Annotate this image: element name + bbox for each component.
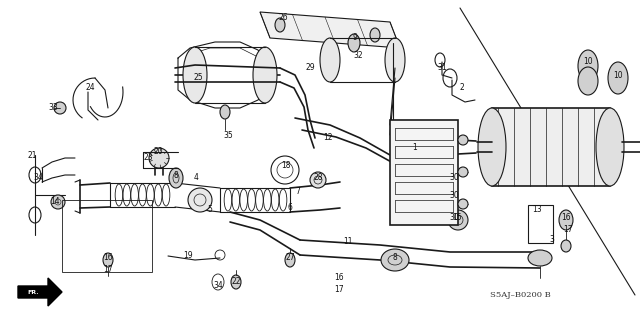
Ellipse shape xyxy=(51,195,65,209)
Text: 17: 17 xyxy=(103,265,113,275)
Text: 22: 22 xyxy=(231,278,241,286)
Ellipse shape xyxy=(458,135,468,145)
Bar xyxy=(62,200,152,272)
Text: 8: 8 xyxy=(173,170,179,180)
Ellipse shape xyxy=(275,18,285,32)
Ellipse shape xyxy=(448,210,468,230)
Text: 10: 10 xyxy=(583,57,593,66)
Text: 16: 16 xyxy=(334,273,344,283)
Ellipse shape xyxy=(54,102,66,114)
Ellipse shape xyxy=(285,253,295,267)
Ellipse shape xyxy=(578,67,598,95)
Text: 25: 25 xyxy=(193,73,203,83)
Text: 12: 12 xyxy=(323,133,333,143)
Text: 21: 21 xyxy=(28,151,36,160)
Text: 33: 33 xyxy=(48,103,58,113)
Bar xyxy=(528,205,553,243)
Ellipse shape xyxy=(320,38,340,82)
Ellipse shape xyxy=(596,108,624,186)
Text: 34: 34 xyxy=(33,174,43,182)
Text: 17: 17 xyxy=(334,286,344,294)
Text: 24: 24 xyxy=(85,84,95,93)
Ellipse shape xyxy=(103,253,113,267)
Ellipse shape xyxy=(608,62,628,94)
Ellipse shape xyxy=(348,34,360,52)
Text: 10: 10 xyxy=(613,70,623,79)
Text: 4: 4 xyxy=(193,174,198,182)
Ellipse shape xyxy=(310,172,326,188)
Text: 30: 30 xyxy=(449,174,459,182)
Ellipse shape xyxy=(231,275,241,289)
Text: 20: 20 xyxy=(153,147,163,157)
Text: 2: 2 xyxy=(460,84,465,93)
Text: 28: 28 xyxy=(313,174,323,182)
Text: 5: 5 xyxy=(207,205,212,214)
Bar xyxy=(492,108,610,186)
Ellipse shape xyxy=(370,28,380,42)
Text: 8: 8 xyxy=(392,254,397,263)
Text: 17: 17 xyxy=(563,226,573,234)
Text: 27: 27 xyxy=(285,254,295,263)
Ellipse shape xyxy=(149,148,169,168)
Text: 30: 30 xyxy=(449,213,459,222)
Text: 14: 14 xyxy=(50,197,60,206)
Ellipse shape xyxy=(381,249,409,271)
Ellipse shape xyxy=(458,167,468,177)
Ellipse shape xyxy=(559,210,573,230)
Ellipse shape xyxy=(183,47,207,103)
Text: FR.: FR. xyxy=(27,290,39,294)
Text: 13: 13 xyxy=(532,205,542,214)
Ellipse shape xyxy=(561,240,571,252)
Ellipse shape xyxy=(220,105,230,119)
Text: 23: 23 xyxy=(143,153,153,162)
Text: 9: 9 xyxy=(353,33,357,42)
Ellipse shape xyxy=(169,168,183,188)
Text: 26: 26 xyxy=(278,13,288,23)
Ellipse shape xyxy=(578,50,598,82)
Text: 16: 16 xyxy=(561,213,571,222)
Text: 18: 18 xyxy=(281,160,291,169)
Ellipse shape xyxy=(458,199,468,209)
Text: 1: 1 xyxy=(413,144,417,152)
Text: 29: 29 xyxy=(305,63,315,72)
Text: 6: 6 xyxy=(287,204,292,212)
Text: 16: 16 xyxy=(103,254,113,263)
Text: 34: 34 xyxy=(213,280,223,290)
Ellipse shape xyxy=(385,38,405,82)
Text: 7: 7 xyxy=(296,188,300,197)
Ellipse shape xyxy=(478,108,506,186)
Text: 35: 35 xyxy=(223,130,233,139)
Bar xyxy=(390,120,458,225)
Text: S5AJ–B0200 B: S5AJ–B0200 B xyxy=(490,291,551,299)
Polygon shape xyxy=(18,278,62,306)
Text: 19: 19 xyxy=(183,250,193,259)
Text: 15: 15 xyxy=(452,213,462,222)
Text: 31: 31 xyxy=(437,63,447,72)
Ellipse shape xyxy=(253,47,277,103)
Ellipse shape xyxy=(188,188,212,212)
Text: 32: 32 xyxy=(353,50,363,60)
Polygon shape xyxy=(260,12,400,48)
Text: 11: 11 xyxy=(343,238,353,247)
Ellipse shape xyxy=(528,250,552,266)
Text: 3: 3 xyxy=(550,235,554,244)
Text: 30: 30 xyxy=(449,191,459,201)
